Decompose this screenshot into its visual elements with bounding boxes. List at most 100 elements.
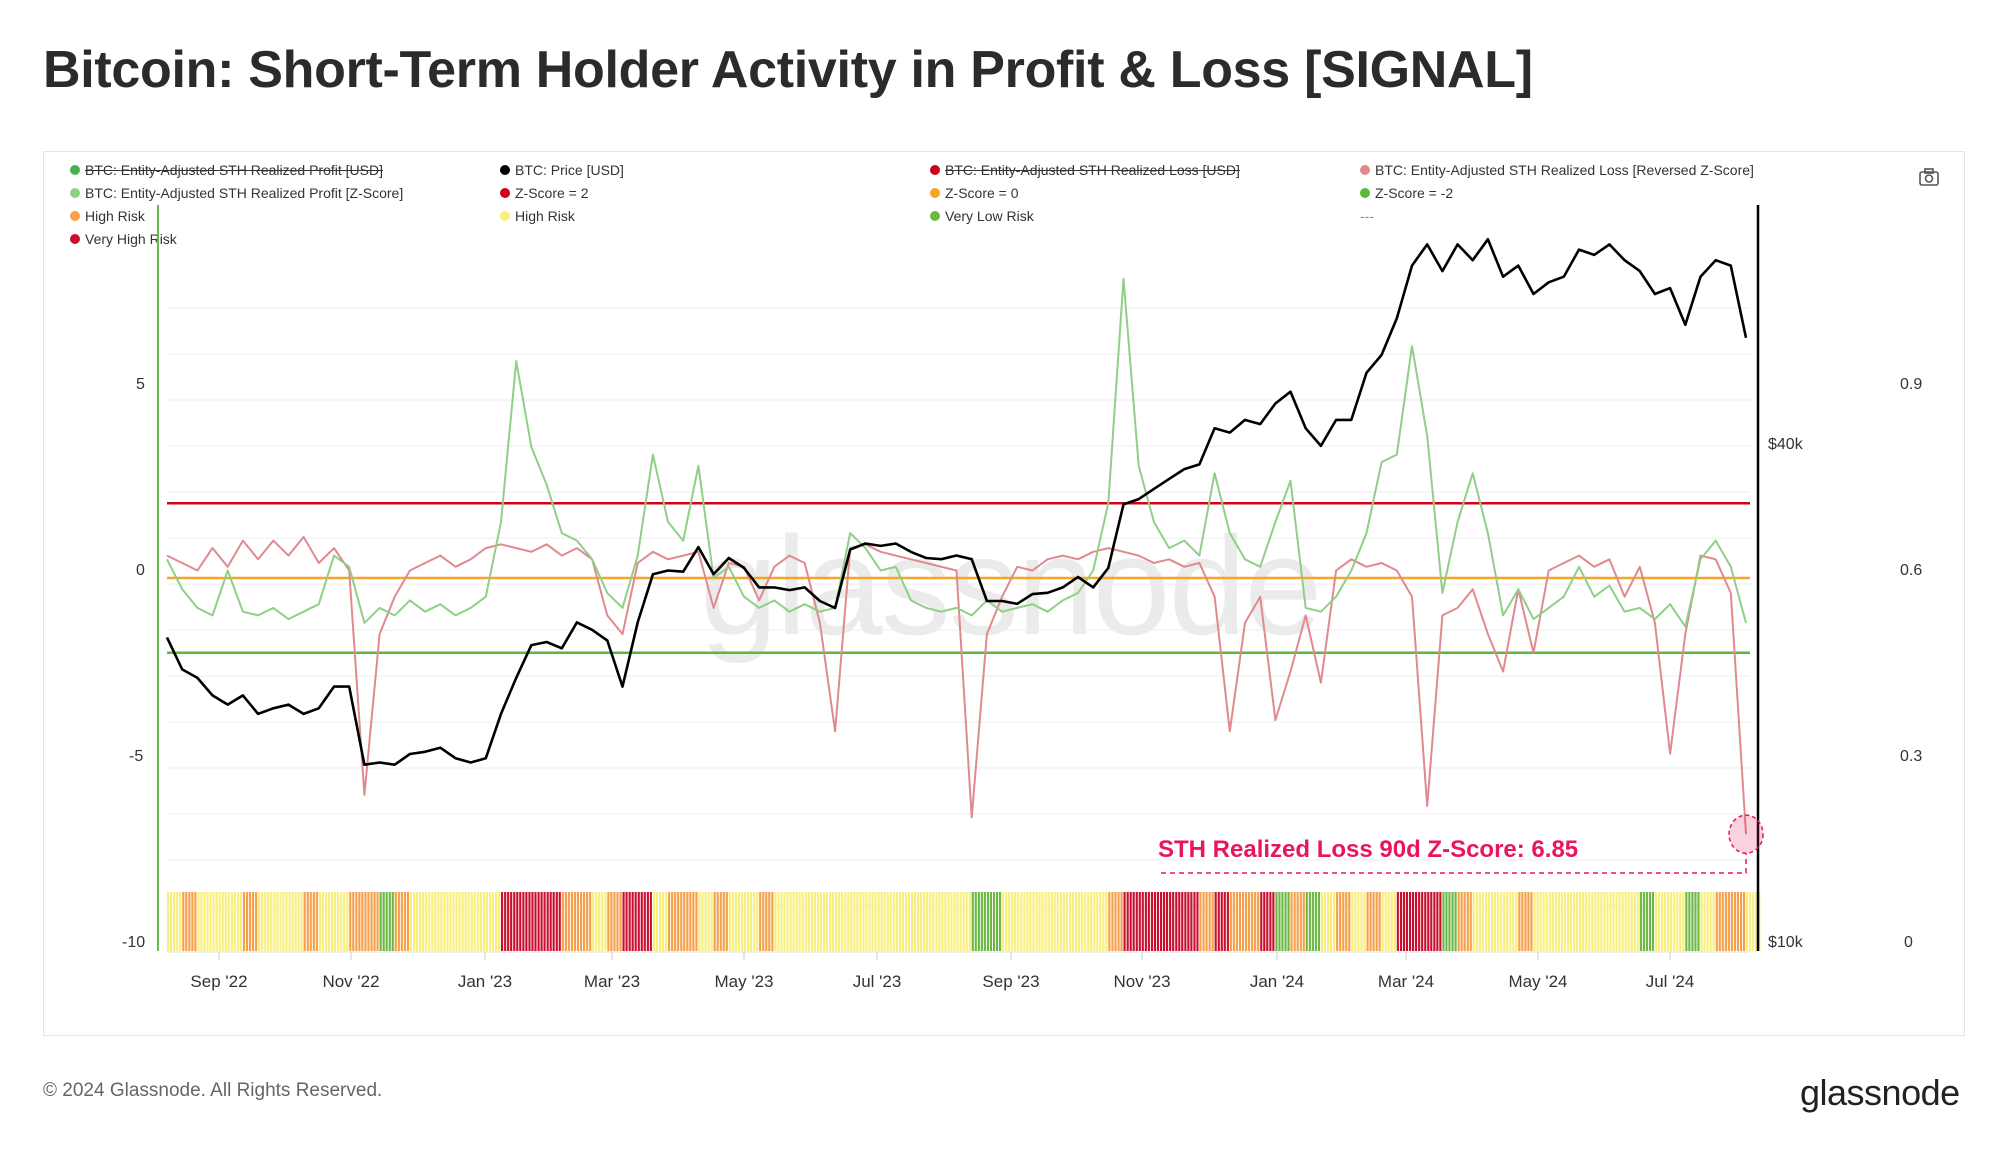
risk-bar [1290, 892, 1293, 951]
risk-bar [631, 892, 634, 951]
risk-bar [692, 892, 695, 951]
risk-bar [1457, 892, 1460, 951]
risk-bar [1272, 892, 1275, 951]
risk-bar [1120, 892, 1123, 951]
profit-zscore-line [166, 277, 1747, 628]
x-tick-label: Sep '23 [982, 972, 1040, 991]
risk-bar [1603, 892, 1606, 951]
legend-label: BTC: Entity-Adjusted STH Realized Loss [… [945, 162, 1240, 178]
legend-item[interactable]: BTC: Entity-Adjusted STH Realized Profit… [70, 162, 383, 178]
risk-bar [1594, 892, 1597, 951]
legend-item[interactable]: BTC: Price [USD] [500, 162, 624, 178]
risk-bar [1612, 892, 1615, 951]
risk-bar [455, 892, 458, 951]
risk-bar [1700, 892, 1703, 951]
legend-item[interactable]: --- [1360, 208, 1374, 224]
risk-bar [1351, 892, 1354, 951]
risk-bar [1749, 892, 1752, 951]
risk-bar [1260, 892, 1263, 951]
risk-bar [649, 892, 652, 951]
risk-bar [1023, 892, 1026, 951]
risk-bar [367, 892, 370, 951]
risk-bar [397, 892, 400, 951]
legend-item[interactable]: BTC: Entity-Adjusted STH Realized Profit… [70, 185, 403, 201]
risk-bar [968, 892, 971, 951]
legend-swatch [70, 234, 80, 244]
risk-bar [683, 892, 686, 951]
risk-bar [1436, 892, 1439, 951]
risk-bar [1160, 892, 1163, 951]
legend-item[interactable]: High Risk [70, 208, 145, 224]
legend-item[interactable]: BTC: Entity-Adjusted STH Realized Loss [… [930, 162, 1240, 178]
risk-bar [373, 892, 376, 951]
risk-bar [999, 892, 1002, 951]
risk-bar [1758, 892, 1761, 951]
risk-bar [1685, 892, 1688, 951]
risk-bar [1111, 892, 1114, 951]
risk-bar [1430, 892, 1433, 951]
risk-bar [1187, 892, 1190, 951]
risk-bar [625, 892, 628, 951]
risk-bar [722, 892, 725, 951]
risk-bar [1014, 892, 1017, 951]
risk-bar [352, 892, 355, 951]
risk-bar [607, 892, 610, 951]
risk-bar [1287, 892, 1290, 951]
risk-bar [662, 892, 665, 951]
risk-bar [1566, 892, 1570, 951]
risk-bar [1032, 892, 1035, 951]
risk-bar [838, 892, 841, 951]
legend-item[interactable]: Z-Score = 0 [930, 185, 1019, 201]
risk-bar [1664, 892, 1667, 951]
risk-bar [324, 892, 328, 951]
legend-item[interactable]: BTC: Entity-Adjusted STH Realized Loss [… [1360, 162, 1754, 178]
risk-bar [1144, 892, 1147, 951]
risk-bar [570, 892, 574, 951]
risk-bar [573, 892, 577, 951]
risk-bar [658, 892, 662, 951]
risk-bar [1348, 892, 1351, 951]
risk-bar [1433, 892, 1436, 951]
legend-item[interactable]: Very High Risk [70, 231, 177, 247]
risk-bar [810, 892, 813, 951]
legend-item[interactable]: High Risk [500, 208, 575, 224]
risk-bar [756, 892, 759, 951]
risk-bar [959, 892, 962, 951]
x-tick-label: Mar '23 [583, 972, 641, 991]
risk-bar [847, 892, 850, 951]
risk-bar [1169, 892, 1172, 951]
y-left-tick: 0 [136, 562, 145, 579]
risk-bar [1129, 892, 1132, 951]
risk-bar [920, 892, 923, 951]
risk-bar [1011, 892, 1014, 951]
risk-bar [1242, 892, 1245, 951]
risk-bar [1081, 892, 1084, 951]
risk-bar [1378, 892, 1381, 951]
risk-bar [337, 892, 340, 951]
risk-bar [1336, 892, 1339, 951]
risk-bar [309, 892, 312, 951]
legend-item[interactable]: Z-Score = 2 [500, 185, 589, 201]
chart-title: Bitcoin: Short-Term Holder Activity in P… [43, 41, 1533, 99]
risk-bar [318, 892, 321, 951]
legend-item[interactable]: Very Low Risk [930, 208, 1034, 224]
risk-bar [422, 892, 425, 951]
risk-bar [1654, 892, 1658, 951]
risk-bar [725, 892, 728, 951]
risk-bar [1724, 892, 1727, 951]
y-left-tick: -5 [129, 748, 144, 765]
camera-icon[interactable] [1918, 166, 1940, 188]
risk-bar [1679, 892, 1682, 951]
risk-bar [534, 892, 537, 951]
risk-bar [604, 892, 607, 951]
risk-bar [753, 892, 756, 951]
risk-bar [531, 892, 534, 951]
risk-bar [346, 892, 349, 951]
legend-item[interactable]: Z-Score = -2 [1360, 185, 1453, 201]
risk-bar [507, 892, 510, 951]
risk-bar [780, 892, 783, 951]
risk-bar [689, 892, 692, 951]
risk-bar [170, 892, 173, 951]
risk-bar [200, 892, 203, 951]
risk-bar [859, 892, 862, 951]
